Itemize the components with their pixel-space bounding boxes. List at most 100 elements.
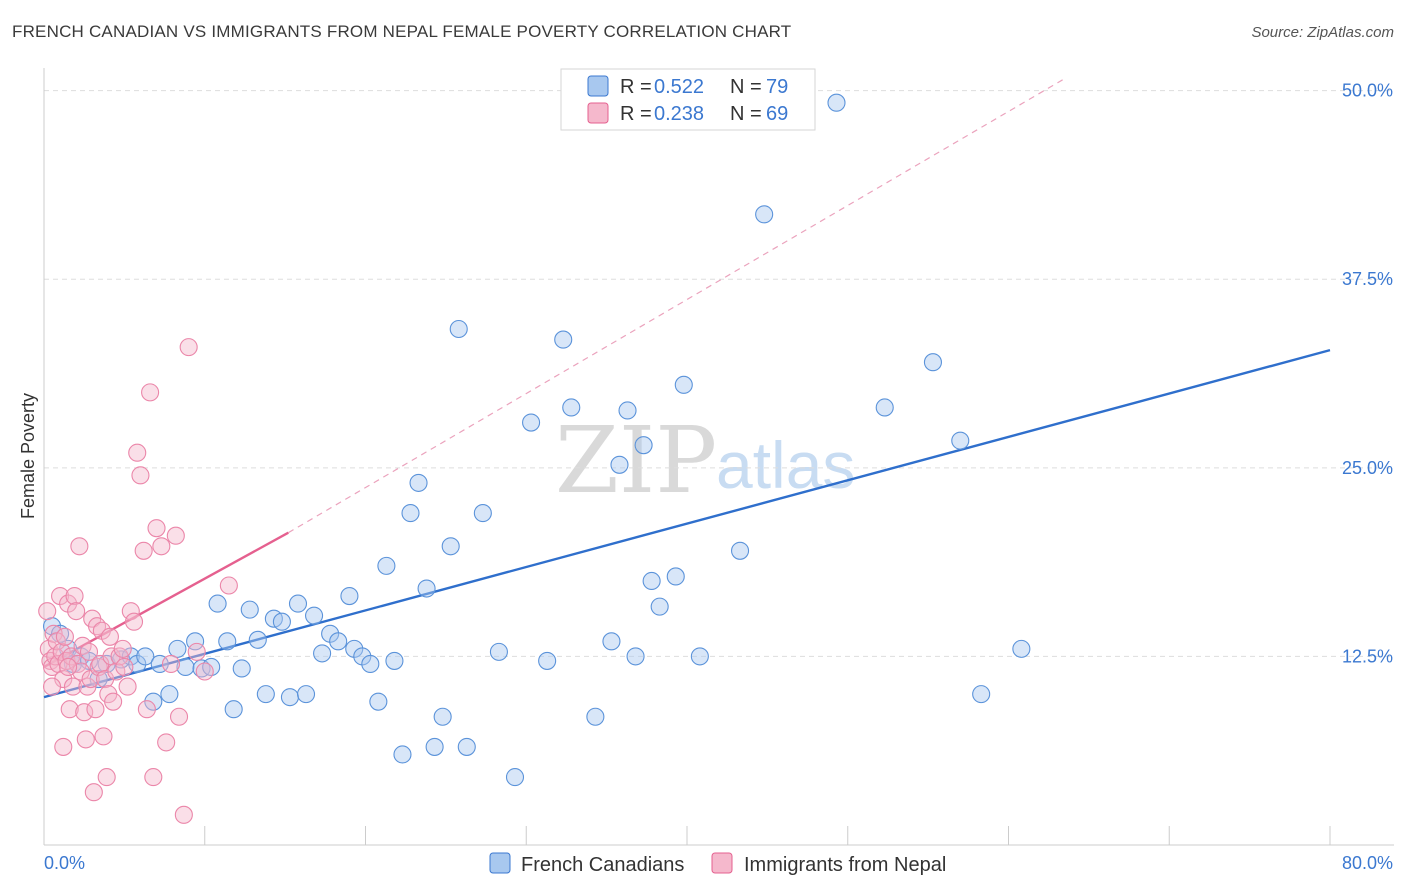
- nepal-point: [97, 768, 116, 787]
- legend-r-value-blue: 0.522: [654, 76, 704, 98]
- french-canadians-point: [1012, 639, 1031, 658]
- french-canadians-point: [755, 205, 774, 224]
- y-tick-label: 50.0%: [1342, 81, 1393, 101]
- nepal-point: [179, 338, 198, 357]
- french-canadians-point: [313, 644, 332, 663]
- french-canadians-point: [602, 632, 621, 651]
- legend-n-value-pink: 69: [766, 103, 788, 125]
- french-canadians-point: [433, 707, 452, 726]
- nepal-point: [54, 737, 73, 756]
- axes: [43, 68, 1394, 846]
- nepal-point: [128, 443, 147, 462]
- legend-series-swatch-blue: [489, 852, 511, 874]
- nepal-trendline-extension: [288, 78, 1066, 534]
- watermark-zip: ZIP: [555, 407, 717, 514]
- chart-title: FRENCH CANADIAN VS IMMIGRANTS FROM NEPAL…: [12, 22, 792, 41]
- nepal-point: [195, 662, 214, 681]
- nepal-point: [65, 587, 84, 606]
- french-canadians-point: [393, 745, 412, 764]
- french-canadians-point: [232, 659, 251, 678]
- french-canadians-point: [417, 579, 436, 598]
- french-canadians-point: [666, 567, 685, 586]
- legend-n-label-pink: N =: [730, 103, 762, 125]
- legend-series-label-pink: Immigrants from Nepal: [744, 854, 946, 876]
- french-canadians-point: [650, 597, 669, 616]
- nepal-point: [67, 602, 86, 621]
- legend-series: French Canadians Immigrants from Nepal: [489, 852, 946, 876]
- french-canadians-point: [340, 587, 359, 606]
- nepal-point: [157, 733, 176, 752]
- nepal-point: [70, 537, 89, 556]
- french-canadians-point: [160, 685, 179, 704]
- french-canadians-point: [634, 436, 653, 455]
- nepal-point: [118, 677, 137, 696]
- nepal-point: [100, 627, 119, 646]
- french-canadians-point: [425, 737, 444, 756]
- nepal-point: [134, 541, 153, 560]
- french-canadians-point: [642, 571, 661, 591]
- french-canadians-point: [972, 685, 991, 704]
- nepal-point: [174, 805, 193, 824]
- french-canadians-point: [674, 375, 693, 394]
- legend-n-label-blue: N =: [730, 76, 762, 98]
- legend-r-value-pink: 0.238: [654, 103, 704, 125]
- french-canadians-point: [224, 700, 243, 719]
- y-tick-label: 25.0%: [1342, 458, 1393, 478]
- french-canadians-point: [951, 431, 970, 450]
- nepal-point: [131, 466, 150, 485]
- nepal-point: [86, 700, 105, 719]
- nepal-point: [141, 383, 160, 402]
- y-axis-title: Female Poverty: [18, 393, 38, 519]
- french-canadians-point: [385, 651, 404, 670]
- nepal-point: [115, 657, 134, 677]
- french-canadians-point: [409, 473, 428, 492]
- french-canadians-point: [280, 688, 299, 707]
- french-canadians-point: [248, 630, 267, 649]
- french-canadians-point: [361, 654, 380, 674]
- french-canadians-point: [240, 600, 259, 619]
- nepal-point: [113, 639, 132, 658]
- nepal-point: [187, 642, 206, 661]
- french-canadians-point: [401, 504, 420, 523]
- nepal-point: [62, 647, 81, 666]
- french-canadians-point: [329, 632, 348, 651]
- french-canadians-point: [457, 737, 476, 756]
- french-canadians-point: [176, 657, 195, 677]
- french-canadians-point: [690, 647, 709, 666]
- nepal-point: [152, 537, 171, 556]
- french-canadians-point: [144, 692, 163, 711]
- french-canadians-point: [875, 398, 894, 417]
- french-canadians-point: [554, 330, 573, 349]
- nepal-point: [79, 642, 99, 661]
- french-canadians-point: [610, 455, 629, 474]
- french-canadians-point: [505, 768, 525, 787]
- french-canadians-point: [208, 594, 227, 613]
- nepal-point: [147, 519, 166, 538]
- x-tick-label-max: 80.0%: [1342, 853, 1393, 873]
- french-canadians-point: [441, 537, 460, 556]
- french-canadians-point: [288, 594, 308, 613]
- legend-stats: R = 0.522 N = 79 R = 0.238 N = 69: [560, 68, 816, 131]
- french-canadians-point: [522, 413, 541, 432]
- source-label: Source: ZipAtlas.com: [1251, 24, 1394, 41]
- legend-swatch-pink: [587, 102, 609, 124]
- french-canadians-point: [618, 401, 637, 420]
- nepal-point: [76, 730, 95, 749]
- nepal-point: [52, 642, 71, 661]
- data-points: [38, 93, 1031, 824]
- french-canadians-point: [586, 707, 605, 726]
- nepal-point: [38, 602, 57, 621]
- nepal-point: [104, 692, 123, 711]
- legend-series-label-blue: French Canadians: [521, 854, 684, 876]
- nepal-point: [169, 707, 189, 726]
- legend-r-label-pink: R =: [620, 103, 652, 125]
- nepal-point: [124, 612, 144, 631]
- french-canadians-point: [538, 651, 557, 670]
- french-canadians-point: [305, 606, 324, 625]
- french-canadians-trendline: [43, 348, 1331, 699]
- french-canadians-point: [827, 93, 846, 112]
- nepal-point: [42, 677, 62, 696]
- x-tick-label-min: 0.0%: [44, 853, 85, 873]
- y-tick-label: 12.5%: [1342, 646, 1393, 666]
